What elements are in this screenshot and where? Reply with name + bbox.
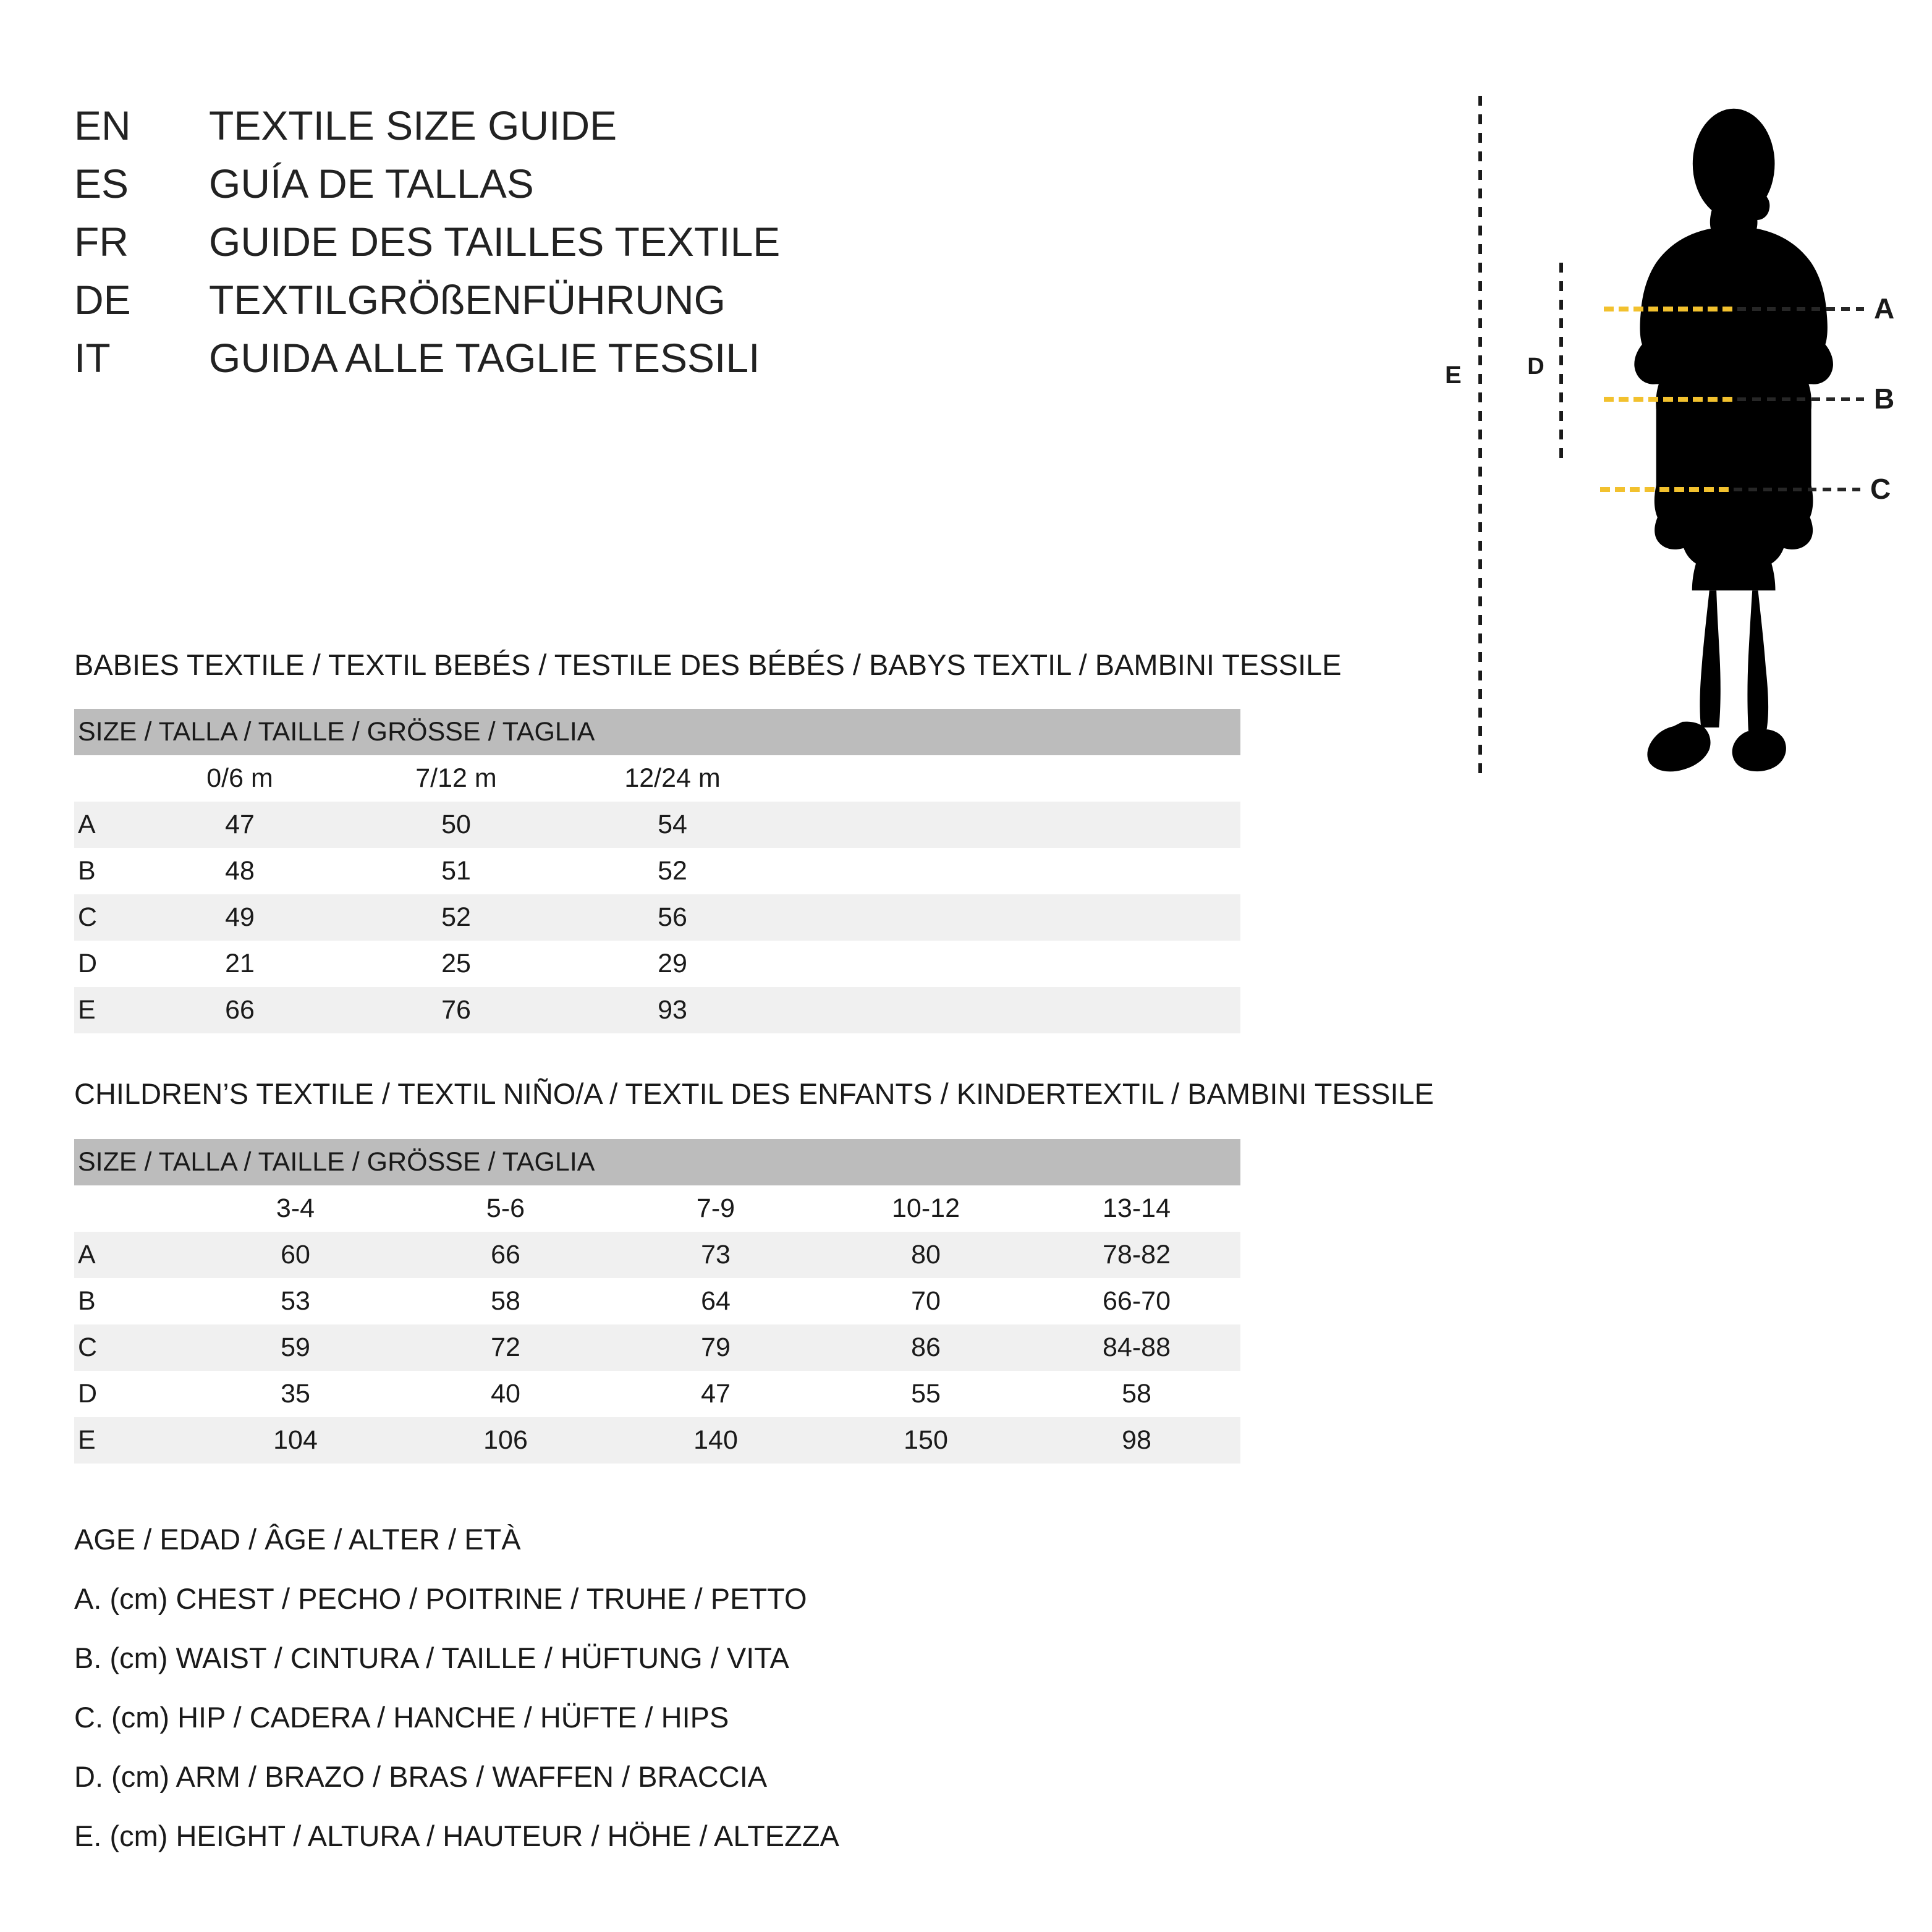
svg-text:D: D: [1527, 354, 1544, 379]
svg-text:B: B: [1874, 383, 1894, 415]
svg-text:C: C: [1870, 473, 1891, 505]
svg-text:A: A: [1874, 292, 1894, 324]
